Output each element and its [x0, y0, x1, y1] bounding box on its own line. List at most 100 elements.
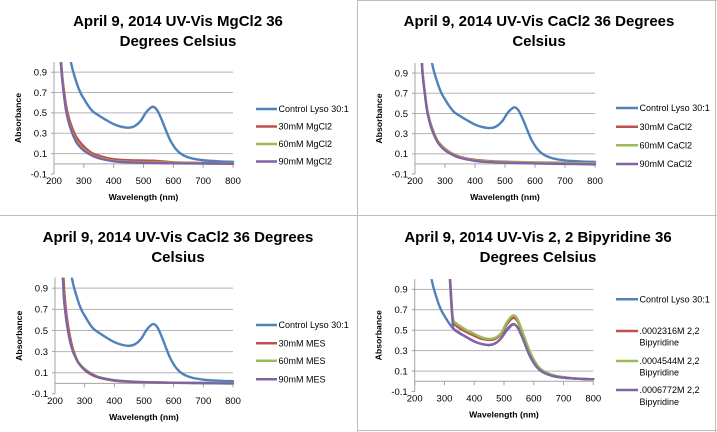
series-line-30mm-cacl2	[420, 63, 597, 165]
chart-title-line: Celsius	[512, 33, 565, 50]
series-line-60mm-mgcl2	[59, 62, 235, 165]
x-tick-label: 500	[497, 176, 513, 187]
y-tick-label: 0.3	[395, 129, 408, 140]
x-tick-label: 500	[136, 176, 152, 187]
chart-title-line: April 9, 2014 UV-Vis CaCl2 36 Degrees	[43, 229, 314, 246]
legend-entry: 90mM MgCl2	[256, 157, 332, 167]
legend: Control Lyso 30:1 .0002316M 2,2 Bipyridine…	[616, 295, 710, 407]
legend-entry: .0002316M 2,2 Bipyridine	[616, 326, 700, 348]
legend-label: .0002316M 2,2	[640, 326, 700, 336]
legend-label: .0006772M 2,2	[640, 385, 700, 395]
x-tick-label: 400	[466, 394, 482, 405]
legend-label: .0004544M 2,2	[640, 356, 700, 366]
y-tick-label: -0.1	[32, 389, 48, 400]
y-tick-label: 0.9	[35, 283, 48, 294]
legend-entry: Control Lyso 30:1	[616, 295, 710, 305]
series-line-0006772m-2-2-bipyridine	[448, 279, 595, 381]
chart-bipyridine: April 9, 2014 UV-Vis 2, 2 Bipyridine 36 D…	[374, 229, 710, 420]
chart-title-line: Degrees Celsius	[120, 33, 237, 50]
x-tick-label: 600	[527, 176, 543, 187]
plot-area	[430, 279, 595, 381]
series-line-90mm-mgcl2	[59, 62, 235, 166]
y-tick-label: 0.7	[35, 305, 48, 316]
y-tick-label: 0.5	[394, 325, 407, 336]
series-line-30mm-mgcl2	[59, 62, 235, 165]
legend-label: Control Lyso 30:1	[640, 295, 710, 305]
chart-mes: April 9, 2014 UV-Vis CaCl2 36 Degrees Cel…	[14, 229, 349, 422]
legend-label: 30mM MgCl2	[279, 122, 333, 132]
chart-title-line: April 9, 2014 UV-Vis CaCl2 36 Degrees	[404, 13, 675, 30]
x-tick-label: 700	[195, 396, 211, 407]
legend-label: 60mM MgCl2	[279, 139, 333, 149]
y-tick-label: 0.3	[394, 346, 407, 357]
series-line-90mm-cacl2	[420, 63, 597, 166]
x-axis-title: Wavelength (nm)	[469, 410, 539, 420]
y-tick-label: 0.1	[394, 366, 407, 377]
y-tick-label: 0.3	[35, 347, 48, 358]
x-tick-label: 500	[496, 394, 512, 405]
series-line-60mm-cacl2	[420, 63, 597, 165]
y-tick-label: 0.3	[34, 129, 47, 140]
y-tick-label: 0.9	[34, 67, 47, 78]
legend-label: 60mM CaCl2	[640, 141, 693, 151]
x-tick-label: 600	[166, 396, 182, 407]
plot-area	[420, 63, 597, 166]
x-tick-label: 300	[77, 396, 93, 407]
y-axis-title: Absorbance	[374, 93, 384, 143]
x-tick-label: 400	[106, 396, 122, 407]
y-axis-title: Absorbance	[374, 310, 384, 360]
y-tick-label: 0.7	[395, 89, 408, 100]
chart-panel-cacl2: April 9, 2014 UV-Vis CaCl2 36 Degrees Cel…	[358, 0, 716, 216]
x-tick-label: 600	[165, 176, 181, 187]
legend-label: 30mM CaCl2	[640, 122, 693, 132]
legend-entry: 30mM MgCl2	[256, 122, 332, 132]
plot-area	[61, 277, 235, 385]
y-tick-label: 0.5	[35, 326, 48, 337]
y-tick-label: 0.7	[394, 305, 407, 316]
y-tick-label: 0.9	[395, 68, 408, 79]
legend-entry: 30mM CaCl2	[616, 122, 692, 132]
panel-border-top-right	[358, 0, 717, 1]
chart-title-line: April 9, 2014 UV-Vis MgCl2 36	[73, 13, 283, 30]
legend-entry: 60mM CaCl2	[616, 141, 692, 151]
chart-title-line: April 9, 2014 UV-Vis 2, 2 Bipyridine 36	[404, 229, 671, 246]
x-axis-title: Wavelength (nm)	[470, 192, 540, 202]
legend-entry: .0006772M 2,2 Bipyridine	[616, 385, 700, 407]
chart-title-line: Celsius	[151, 249, 204, 266]
chart-cacl2: April 9, 2014 UV-Vis CaCl2 36 Degrees Cel…	[374, 13, 710, 202]
series-line-30mm-mes	[62, 277, 235, 385]
x-tick-label: 200	[407, 176, 423, 187]
series-line-60mm-mes	[61, 277, 235, 385]
y-axis-title: Absorbance	[13, 93, 23, 143]
y-tick-label: 0.1	[35, 368, 48, 379]
panel-divider-horizontal	[0, 215, 717, 216]
chart-panel-mes: April 9, 2014 UV-Vis CaCl2 36 Degrees Cel…	[0, 216, 358, 432]
series-line-control-lyso-30-1	[70, 277, 235, 383]
chart-panel-bipyridine: April 9, 2014 UV-Vis 2, 2 Bipyridine 36 D…	[358, 216, 716, 432]
series-line-control-lyso-30-1	[69, 62, 235, 163]
legend-label: 90mM MgCl2	[279, 157, 333, 167]
legend-entry: .0004544M 2,2 Bipyridine	[616, 356, 700, 378]
x-tick-label: 300	[437, 176, 453, 187]
legend-label: 90mM CaCl2	[640, 159, 693, 169]
y-tick-label: -0.1	[391, 387, 407, 398]
series-line-0002316m-2-2-bipyridine	[448, 279, 595, 381]
x-tick-label: 800	[225, 396, 241, 407]
x-tick-label: 500	[136, 396, 152, 407]
x-tick-label: 200	[407, 394, 423, 405]
legend-entry: 90mM MES	[256, 375, 326, 385]
legend-label: Bipyridine	[640, 397, 680, 407]
y-tick-label: -0.1	[31, 169, 47, 180]
legend-label: Control Lyso 30:1	[279, 104, 349, 114]
legend-label: Control Lyso 30:1	[279, 320, 349, 330]
y-tick-label: 0.9	[394, 285, 407, 296]
legend-label: 30mM MES	[279, 339, 326, 349]
x-tick-label: 700	[556, 394, 572, 405]
series-line-control-lyso-30-1	[430, 63, 597, 164]
plot-area	[59, 62, 235, 166]
legend: Control Lyso 30:1 30mM MES 60mM MES 90mM ME…	[256, 320, 349, 385]
legend: Control Lyso 30:1 30mM MgCl2 60mM MgCl2 90m…	[256, 104, 349, 167]
y-tick-label: 0.5	[395, 109, 408, 120]
legend-entry: 30mM MES	[256, 339, 326, 349]
x-tick-label: 200	[46, 176, 62, 187]
